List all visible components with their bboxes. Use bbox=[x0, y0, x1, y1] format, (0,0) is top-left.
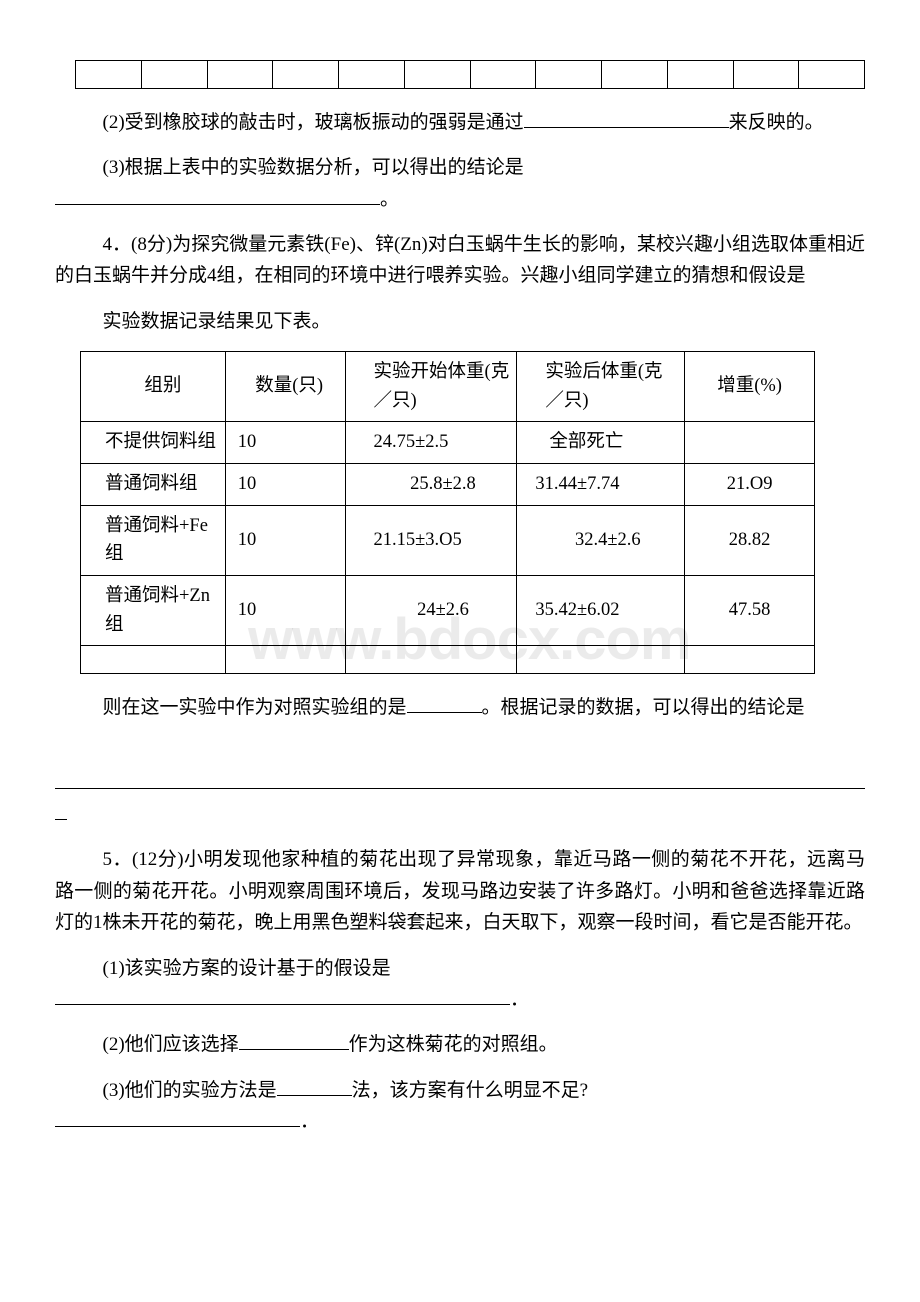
q4-intro: 4．(8分)为探究微量元素铁(Fe)、锌(Zn)对白玉蜗牛生长的影响，某校兴趣小… bbox=[55, 229, 865, 292]
q2-text: (2)受到橡胶球的敲击时，玻璃板振动的强弱是通过 来反映的。 bbox=[55, 107, 865, 138]
empty-cell bbox=[273, 61, 339, 89]
cell: 32.4±2.6 bbox=[517, 505, 685, 575]
cell: 35.42±6.02 bbox=[517, 576, 685, 646]
q5-p2: (2)他们应该选择 作为这株菊花的对照组。 bbox=[55, 1029, 865, 1060]
q5-intro: 5．(12分)小明发现他家种植的菊花出现了异常现象，靠近马路一侧的菊花不开花，远… bbox=[55, 844, 865, 938]
q5-p3-blank bbox=[277, 1078, 352, 1096]
q2-prefix: (2)受到橡胶球的敲击时，玻璃板振动的强弱是通过 bbox=[103, 112, 524, 133]
table-empty-row bbox=[81, 646, 815, 674]
cell: 10 bbox=[225, 464, 345, 506]
q5-p2a: (2)他们应该选择 bbox=[103, 1034, 239, 1055]
cell: 普通饲料+Zn组 bbox=[81, 576, 226, 646]
cell: 24±2.6 bbox=[345, 576, 517, 646]
cell: 21.15±3.O5 bbox=[345, 505, 517, 575]
cell: 普通饲料组 bbox=[81, 464, 226, 506]
q2-blank bbox=[524, 110, 729, 128]
q5-p2b: 作为这株菊花的对照组。 bbox=[349, 1034, 558, 1055]
empty-cell bbox=[339, 61, 405, 89]
cell: 10 bbox=[225, 422, 345, 464]
table-row: 不提供饲料组 10 24.75±2.5 全部死亡 bbox=[81, 422, 815, 464]
cell: 31.44±7.74 bbox=[517, 464, 685, 506]
cell: 10 bbox=[225, 505, 345, 575]
empty-cell bbox=[602, 61, 668, 89]
cell: 10 bbox=[225, 576, 345, 646]
q5-p3c: ． bbox=[300, 1111, 319, 1132]
empty-grid-table bbox=[75, 60, 865, 89]
q5-p3: (3)他们的实验方法是 法，该方案有什么明显不足? ． bbox=[55, 1075, 865, 1138]
cell: 25.8±2.8 bbox=[345, 464, 517, 506]
empty-cell bbox=[733, 61, 799, 89]
empty-cell bbox=[536, 61, 602, 89]
empty-cell bbox=[667, 61, 733, 89]
q5-p1b: ． bbox=[510, 989, 529, 1010]
cell: 普通饲料+Fe组 bbox=[81, 505, 226, 575]
q4-blank-tail bbox=[55, 802, 67, 820]
q4-after1: 则在这一实验中作为对照实验组的是 bbox=[103, 697, 407, 718]
q4-blank-line bbox=[55, 768, 865, 831]
q4-blank1 bbox=[407, 695, 482, 713]
cell: 不提供饲料组 bbox=[81, 422, 226, 464]
snail-data-table: 组别 数量(只) 实验开始体重(克／只) 实验后体重(克／只) 增重(%) 不提… bbox=[80, 351, 815, 674]
empty-cell bbox=[76, 61, 142, 89]
table-header-row: 组别 数量(只) 实验开始体重(克／只) 实验后体重(克／只) 增重(%) bbox=[81, 352, 815, 422]
q4-sub: 实验数据记录结果见下表。 bbox=[55, 306, 865, 337]
cell: 47.58 bbox=[685, 576, 815, 646]
cell: 全部死亡 bbox=[517, 422, 685, 464]
cell: 21.O9 bbox=[685, 464, 815, 506]
empty-cell bbox=[207, 61, 273, 89]
page-content: (2)受到橡胶球的敲击时，玻璃板振动的强弱是通过 来反映的。 (3)根据上表中的实… bbox=[55, 60, 865, 1137]
hdr-count: 数量(只) bbox=[225, 352, 345, 422]
q5-p1: (1)该实验方案的设计基于的假设是 ． bbox=[55, 953, 865, 1016]
q2-suffix: 来反映的。 bbox=[729, 112, 824, 133]
table-row: 普通饲料组 10 25.8±2.8 31.44±7.74 21.O9 bbox=[81, 464, 815, 506]
cell: 24.75±2.5 bbox=[345, 422, 517, 464]
q3-prefix: (3)根据上表中的实验数据分析，可以得出的结论是 bbox=[103, 157, 524, 178]
q3-text: (3)根据上表中的实验数据分析，可以得出的结论是 。 bbox=[55, 152, 865, 215]
hdr-start: 实验开始体重(克／只) bbox=[345, 352, 517, 422]
q3-blank bbox=[55, 187, 380, 205]
cell bbox=[685, 422, 815, 464]
hdr-group: 组别 bbox=[81, 352, 226, 422]
table-row: 普通饲料+Zn组 10 24±2.6 35.42±6.02 47.58 bbox=[81, 576, 815, 646]
q5-p3a: (3)他们的实验方法是 bbox=[103, 1080, 277, 1101]
hdr-end: 实验后体重(克／只) bbox=[517, 352, 685, 422]
q5-p3b: 法，该方案有什么明显不足? bbox=[352, 1080, 588, 1101]
q5-p3-blank2 bbox=[55, 1109, 300, 1127]
q5-p1-blank bbox=[55, 987, 510, 1005]
empty-cell bbox=[799, 61, 865, 89]
q3-suffix: 。 bbox=[380, 189, 399, 210]
empty-cell bbox=[404, 61, 470, 89]
hdr-gain: 增重(%) bbox=[685, 352, 815, 422]
empty-grid-row bbox=[76, 61, 865, 89]
table-row: 普通饲料+Fe组 10 21.15±3.O5 32.4±2.6 28.82 bbox=[81, 505, 815, 575]
q4-full-blank bbox=[55, 771, 865, 789]
cell: 28.82 bbox=[685, 505, 815, 575]
empty-cell bbox=[141, 61, 207, 89]
empty-cell bbox=[470, 61, 536, 89]
q5-p2-blank bbox=[239, 1032, 349, 1050]
q4-after2: 。根据记录的数据，可以得出的结论是 bbox=[482, 697, 805, 718]
q4-after: 则在这一实验中作为对照实验组的是 。根据记录的数据，可以得出的结论是 bbox=[55, 692, 865, 723]
q5-p1a: (1)该实验方案的设计基于的假设是 bbox=[103, 958, 391, 979]
